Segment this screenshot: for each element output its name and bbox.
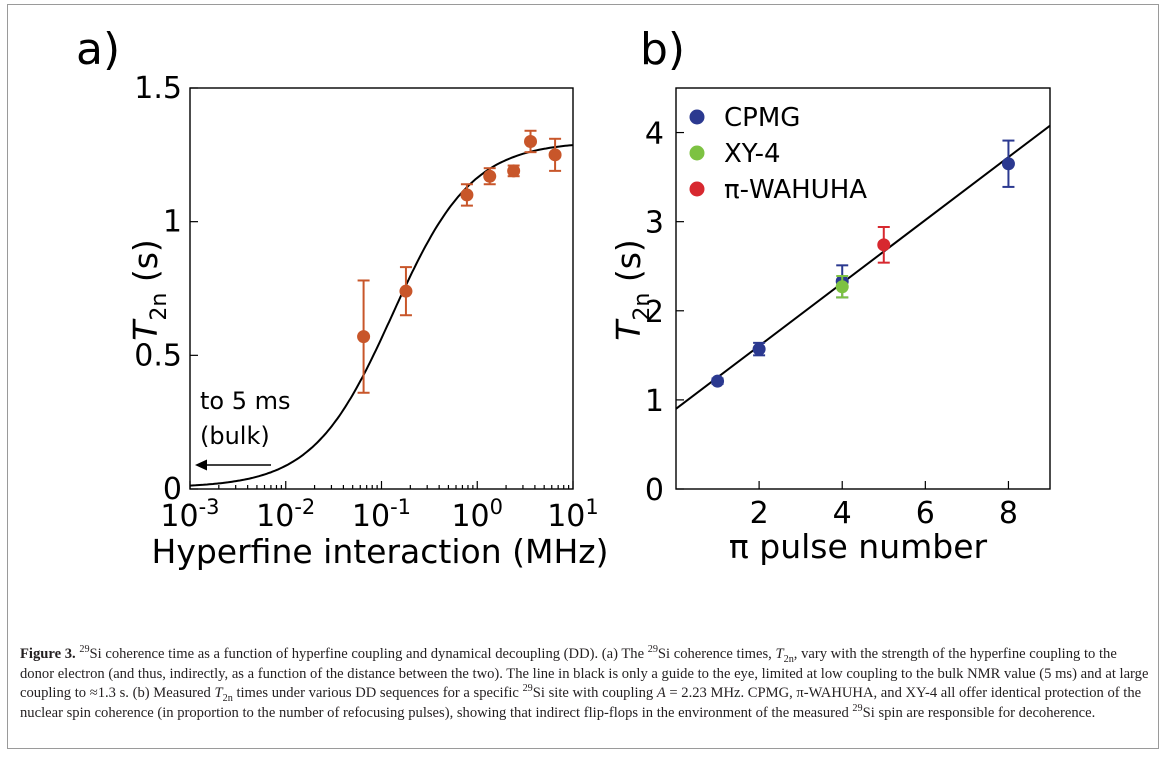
panel-b-data-points [711,139,1015,388]
panel-b-x-axis-title: π pulse number [729,527,988,566]
svg-text:T2n (s): T2n (s) [609,239,655,341]
panel-b-y-ticks: 0 1 2 3 4 [645,117,684,508]
legend-label: CPMG [724,103,800,133]
panel-a: a) 0 0.5 1 1.5 10-3 10-2 10-1 100 101 to 5 ms (… [76,24,608,571]
panel-a-x-tick-label: 10-3 [160,495,219,534]
caption-text-2: Si coherence times, [657,646,776,662]
panel-b-x-tick-label: 2 [750,496,769,531]
panel-b-legend: CPMG XY-4 π-WAHUHA [689,103,867,205]
caption-symbol-t: T [214,685,223,701]
figure-frame [7,4,1159,749]
panel-b-x-tick-label: 8 [999,496,1018,531]
panel-a-y-axis-title: T2n (s) [126,239,172,341]
panel-b-y-tick-label: 1 [645,384,664,419]
panel-b-x-tick-label: 6 [916,496,935,531]
panel-a-y-tick-label: 0.5 [134,338,182,373]
panel-b-y-tick-label: 3 [645,206,664,241]
bulk-annotation-line2: (bulk) [200,422,270,450]
caption-text-4: times under various DD sequences for a s… [232,685,523,701]
panel-a-data-points [357,129,562,394]
panel-a-point [483,169,497,183]
caption-symbol-a: A [656,685,666,701]
caption-text-1: Si coherence time as a function of hyper… [89,646,648,662]
panel-b-point [752,342,766,356]
panel-b-ylabel-unit: (s) [609,239,648,292]
legend-label: XY-4 [724,139,781,169]
caption-subscript-2n: 2n [783,653,794,665]
panel-a-point [507,164,521,178]
panel-a-ylabel-symbol: T [126,318,165,341]
panel-b-point [711,374,725,388]
panel-a-y-ticks: 0 0.5 1 1.5 [134,71,198,507]
legend-label: π-WAHUHA [724,175,867,205]
figure-label: Figure 3. [20,646,76,662]
panel-a-guide-curve [189,144,574,487]
panel-b-point [1001,157,1015,171]
panel-b: b) 0 1 2 3 4 2 4 6 8 CPMG XY-4 π-WAHUHA π pulse n… [609,24,1051,566]
arrow-left-icon [195,459,207,471]
panel-a-x-axis-title: Hyperfine interaction (MHz) [152,532,609,571]
caption-text-7: Si spin are responsible for decoherence. [862,704,1096,721]
bulk-annotation-line1: to 5 ms [200,387,291,415]
panel-a-ylabel-unit: (s) [126,239,165,292]
panel-b-x-ticks: 2 4 6 8 [750,481,1018,531]
panel-b-plot-frame [675,87,1051,490]
legend-marker [689,181,705,197]
panel-a-y-tick-label: 0 [163,472,182,507]
panel-a-label: a) [76,24,120,75]
panel-a-ylabel-subscript: 2n [147,293,172,321]
panel-a-point [524,134,538,148]
panel-a-point [399,284,413,298]
panel-a-y-tick-label: 1 [163,205,182,240]
figure-caption: Figure 3. 29Si coherence time as a funct… [20,645,1150,723]
caption-text-5: Si site with coupling [532,685,657,701]
panel-a-x-tick-label: 10-1 [352,495,411,534]
caption-text-6: = 2.23 MHz. CPMG, π-WAHUHA, and XY-4 all… [20,685,1142,721]
panel-a-bulk-annotation: to 5 ms (bulk) [195,387,291,471]
panel-b-y-tick-label: 2 [645,295,664,330]
panel-b-ylabel-subscript: 2n [630,293,655,321]
panel-b-y-tick-label: 4 [645,117,664,152]
panel-b-ylabel-symbol: T [609,318,648,341]
panel-b-point [877,238,891,252]
isotope-superscript: 29 [522,683,533,695]
svg-text:T2n (s): T2n (s) [126,239,172,341]
panel-b-x-tick-label: 4 [833,496,852,531]
panel-a-point [460,188,474,202]
panel-a-x-tick-label: 10-2 [256,495,315,534]
isotope-superscript: 29 [852,702,863,714]
figure-graphic: a) 0 0.5 1 1.5 10-3 10-2 10-1 100 101 to 5 ms (… [76,24,1051,571]
panel-a-point [357,330,371,344]
isotope-superscript: 29 [79,644,90,656]
panel-b-label: b) [640,24,685,75]
caption-text-3: , vary with the strength of the hyperfin… [20,646,1149,701]
legend-marker [689,109,705,125]
panel-a-y-tick-label: 1.5 [134,71,182,106]
legend-marker [689,145,705,161]
panel-a-x-tick-label: 101 [547,495,599,534]
panel-a-x-ticks: 10-3 10-2 10-1 100 101 [160,481,599,534]
panel-b-y-tick-label: 0 [645,473,664,508]
panel-b-y-axis-title: T2n (s) [609,239,655,341]
isotope-superscript: 29 [647,644,658,656]
caption-subscript-2n: 2n [222,692,233,704]
panel-b-fit-line [675,124,1051,410]
caption-symbol-t: T [775,646,784,662]
panel-b-point [835,280,849,294]
panel-a-x-tick-label: 100 [451,495,503,534]
panel-a-point [548,148,562,162]
